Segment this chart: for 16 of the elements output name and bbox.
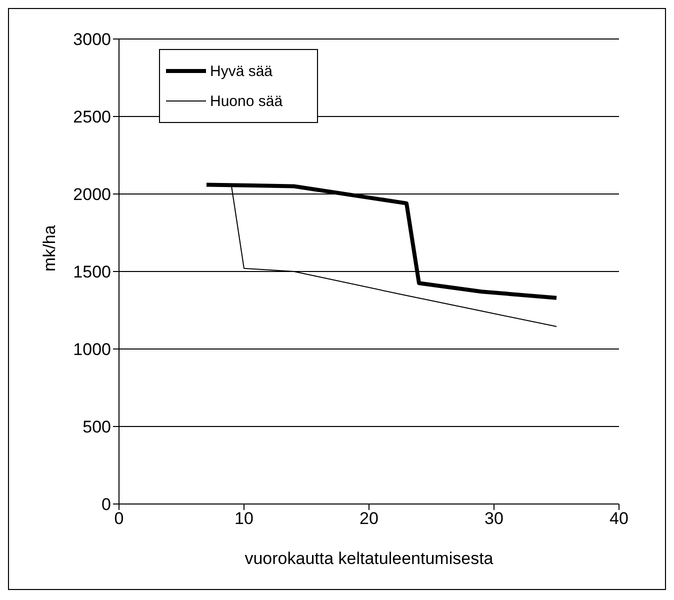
y-axis-title: mk/ha <box>40 224 60 272</box>
x-tick-label: 0 <box>114 509 124 528</box>
y-tick-label: 2500 <box>73 108 111 127</box>
y-tick-label: 2000 <box>73 185 111 204</box>
y-tick-label: 0 <box>102 495 111 514</box>
legend-label: Hyvä sää <box>210 62 273 80</box>
x-tick-label: 10 <box>234 509 254 528</box>
y-tick-label: 3000 <box>73 30 111 50</box>
x-tick-label: 20 <box>360 509 378 528</box>
x-axis-title: vuorokautta keltatuleentumisesta <box>244 549 494 568</box>
y-tick-label: 1500 <box>73 262 111 282</box>
x-tick-label: 30 <box>484 509 504 528</box>
x-tick-label: 40 <box>610 509 628 528</box>
y-tick-label: 500 <box>82 418 111 437</box>
legend-label: Huono sää <box>210 92 283 110</box>
y-tick-label: 1000 <box>73 340 111 360</box>
